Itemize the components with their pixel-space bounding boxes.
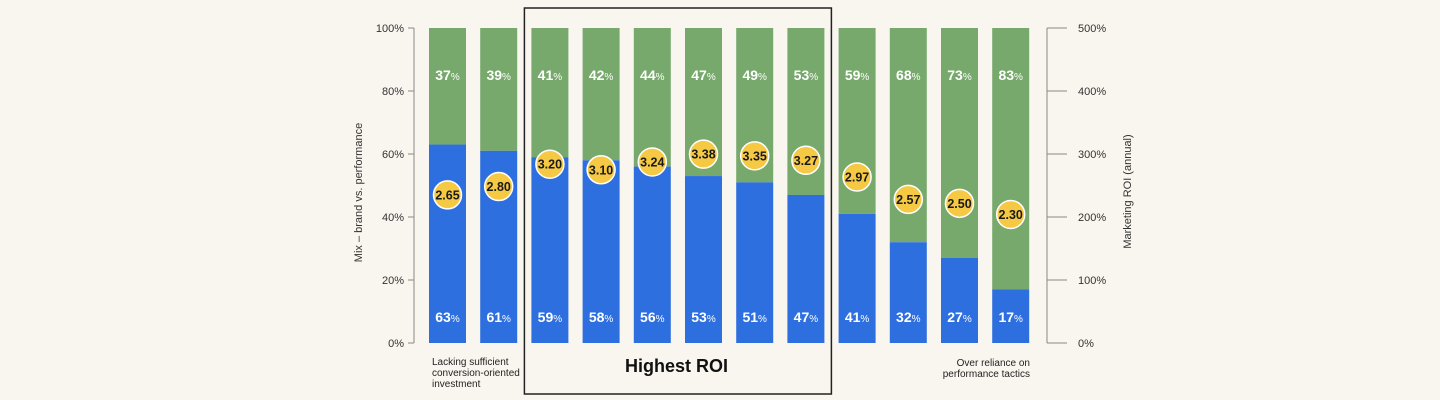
- roi-marker: [791, 145, 821, 176]
- roi-value-label: 3.35: [743, 149, 767, 163]
- bar-performance-segment: [941, 257, 978, 343]
- roi-value-label: 3.20: [538, 158, 562, 172]
- bar-brand-segment: [582, 28, 620, 161]
- roi-value-label: 2.50: [947, 197, 971, 211]
- left-axis-tick-label: 100%: [376, 23, 404, 35]
- roi-marker: [586, 155, 616, 185]
- bar-brand-segment: [633, 28, 671, 167]
- roi-value-label: 2.57: [896, 193, 920, 207]
- bar-performance-segment: [889, 242, 927, 343]
- bar-performance-segment: [736, 182, 774, 343]
- right-axis-tick-label: 0%: [1078, 338, 1094, 350]
- bar-performance-segment: [531, 157, 569, 343]
- right-axis-tick-label: 500%: [1078, 23, 1106, 35]
- right-axis-tick-label: 200%: [1078, 212, 1106, 224]
- annotation-right: Over reliance on performance tactics: [942, 358, 1030, 380]
- left-axis-tick-label: 80%: [382, 86, 404, 98]
- roi-marker: [995, 199, 1026, 230]
- roi-value-label: 2.80: [487, 180, 511, 194]
- bar-performance-segment: [633, 166, 671, 343]
- bar-performance-segment: [838, 213, 876, 343]
- roi-marker: [688, 139, 719, 169]
- highlight-label: Highest ROI: [624, 356, 728, 376]
- roi-value-label: 3.24: [640, 155, 664, 169]
- roi-value-label: 2.65: [435, 188, 459, 202]
- roi-marker: [483, 171, 514, 202]
- left-axis-tick-label: 0%: [388, 338, 404, 350]
- left-axis-tick-label: 60%: [382, 149, 404, 161]
- bar-brand-segment: [480, 28, 518, 151]
- bar-brand-segment: [429, 28, 466, 145]
- roi-marker: [893, 184, 924, 215]
- highlight-box: [523, 7, 833, 395]
- roi-value-label: 3.10: [589, 163, 613, 177]
- bar-brand-segment: [992, 28, 1030, 290]
- bar-brand-segment: [941, 28, 978, 258]
- roi-value-label: 2.97: [845, 171, 869, 185]
- bar-performance-segment: [992, 289, 1030, 343]
- left-axis-tick-label: 20%: [382, 275, 404, 287]
- right-axis-tick-label: 400%: [1078, 86, 1106, 98]
- roi-marker: [432, 180, 463, 210]
- right-axis-title: Marketing ROI (annual): [1122, 134, 1134, 248]
- bar-performance-segment: [787, 194, 825, 343]
- roi-value-label: 3.38: [691, 148, 715, 162]
- annotation-left: Lacking sufficient conversion-oriented i…: [432, 357, 520, 390]
- right-axis-tick-label: 300%: [1078, 149, 1106, 161]
- bar-brand-segment: [531, 28, 569, 158]
- roi-marker: [944, 188, 975, 219]
- bar-performance-segment: [429, 144, 466, 343]
- roi-value-label: 3.27: [794, 154, 818, 168]
- left-axis-title: Mix – brand vs. performance: [353, 123, 365, 262]
- roi-value-label: 2.30: [999, 208, 1023, 222]
- left-axis-tick-label: 40%: [382, 212, 404, 224]
- roi-marker: [535, 149, 565, 179]
- right-axis-tick-label: 100%: [1078, 275, 1106, 287]
- roi-marker: [739, 141, 770, 171]
- bar-performance-segment: [685, 176, 722, 343]
- roi-marker: [842, 162, 872, 192]
- bar-performance-segment: [582, 160, 620, 343]
- roi-marker: [637, 147, 668, 177]
